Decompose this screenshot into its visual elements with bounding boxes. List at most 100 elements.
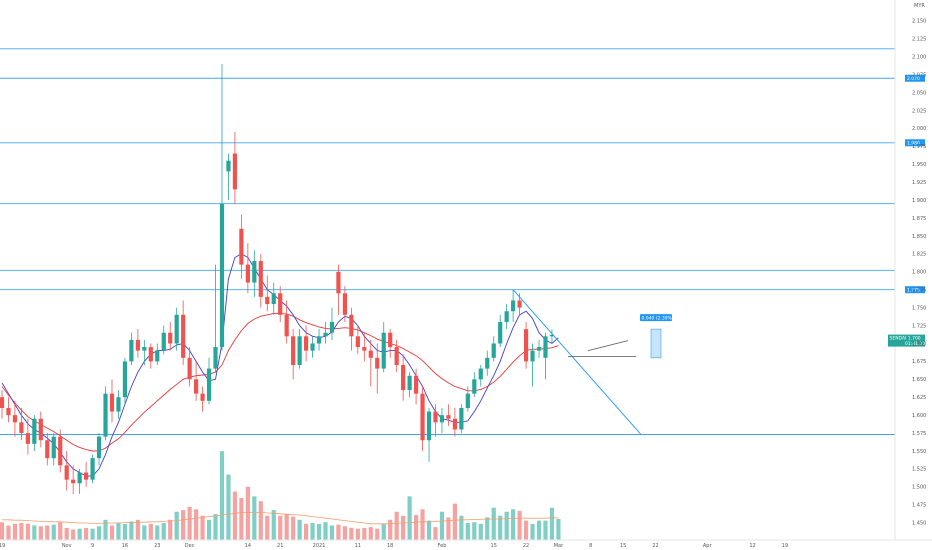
y-tick-label: 1.450: [912, 520, 926, 526]
candle-body: [426, 411, 432, 441]
candle-body: [446, 415, 451, 419]
volume-bar: [342, 526, 348, 540]
volume-bar: [206, 519, 212, 540]
candle-body: [498, 321, 503, 344]
volume-bar: [446, 517, 451, 540]
y-tick-label: 1.900: [912, 198, 926, 204]
candle-body: [459, 407, 464, 430]
candle-body: [362, 347, 367, 351]
volume-bar: [478, 523, 483, 540]
candle-body: [258, 261, 263, 297]
candle: [530, 343, 535, 387]
candle-body: [12, 415, 18, 423]
volume-bar: [485, 517, 490, 540]
candle: [45, 433, 50, 466]
candle: [38, 411, 43, 448]
volume-bar: [536, 520, 542, 540]
candle: [349, 307, 354, 351]
candle: [465, 386, 470, 412]
y-tick-label: 2.125: [912, 37, 926, 43]
volume-bar: [368, 527, 373, 540]
y-tick-label: 1.650: [912, 377, 926, 383]
candle: [420, 386, 425, 451]
y-tick-label: 1.725: [912, 323, 926, 329]
candle: [329, 307, 335, 340]
candle-body: [90, 458, 95, 480]
candle: [426, 407, 432, 462]
candle: [491, 336, 496, 362]
measure-box[interactable]: [650, 328, 662, 359]
candle-body: [122, 361, 128, 398]
volume-bar: [252, 496, 257, 540]
candle: [355, 325, 360, 355]
candle-body: [420, 393, 425, 441]
trend-line[interactable]: [512, 289, 642, 435]
volume-bar: [187, 506, 192, 540]
x-tick-label: 19: [782, 543, 788, 549]
candle-body: [465, 393, 470, 408]
candle: [174, 307, 179, 351]
candle-body: [213, 347, 218, 369]
candle-body: [375, 357, 380, 369]
volume-bar: [174, 511, 179, 540]
volume-bar: [523, 520, 529, 540]
candle-body: [536, 347, 542, 351]
volume-bar: [549, 507, 555, 540]
candle: [194, 361, 199, 401]
channel-line[interactable]: [587, 340, 629, 351]
candles-layer: [0, 63, 555, 495]
candle-body: [200, 393, 205, 401]
volume-bar: [161, 523, 166, 540]
level-price-tag-text: 1.980: [907, 141, 920, 147]
candle-body: [148, 347, 153, 362]
candle: [452, 407, 457, 437]
candle: [200, 386, 205, 412]
volume-bar: [517, 510, 522, 540]
price-badge: [888, 334, 925, 347]
y-tick-label: 1.525: [912, 467, 926, 473]
volume-ma-line: [2, 512, 559, 525]
candle-body: [284, 314, 289, 337]
candle: [342, 286, 348, 322]
candle: [219, 63, 225, 351]
y-tick-label: 1.875: [912, 216, 926, 222]
volume-bar: [194, 509, 199, 540]
price-badge-symbol: SENDAI 1.700: [890, 336, 921, 342]
candle-body: [439, 415, 445, 423]
candle-body: [206, 368, 212, 401]
volume-bar: [232, 491, 238, 540]
volume-bar: [433, 527, 438, 540]
candle: [523, 321, 529, 369]
y-tick-label: 2.000: [912, 126, 926, 132]
volume-bar: [213, 514, 218, 540]
volume-bar: [556, 519, 561, 540]
volume-bar: [38, 526, 43, 540]
candle: [297, 329, 302, 369]
x-tick-label: Feb: [438, 543, 447, 549]
candle: [543, 332, 548, 380]
candle: [278, 286, 283, 322]
y-tick-label: 2.100: [912, 55, 926, 61]
candle-body: [38, 418, 43, 441]
candle-body: [472, 379, 477, 394]
candle: [536, 339, 542, 358]
level-price-tag: [905, 139, 925, 147]
candle: [472, 372, 477, 398]
candle-body: [232, 153, 238, 190]
volume-bar: [439, 511, 445, 540]
candle: [135, 329, 140, 358]
volume-bar: [129, 521, 134, 540]
volume-bar: [155, 525, 160, 540]
volume-bar: [96, 526, 102, 540]
candle: [84, 461, 89, 487]
candle: [168, 321, 173, 351]
candle-body: [32, 418, 37, 444]
volume-bar: [381, 523, 386, 540]
candle-body: [6, 407, 11, 416]
volume-bar: [465, 523, 470, 540]
y-tick-label: 1.800: [912, 270, 926, 276]
y-tick-label: 1.775: [912, 288, 926, 294]
volume-layer: [0, 451, 561, 540]
